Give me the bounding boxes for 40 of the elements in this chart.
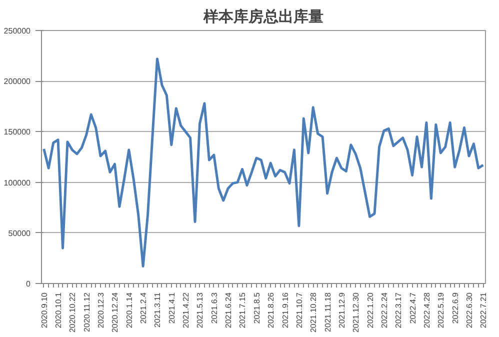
x-tick-label: 2022.6.9	[450, 292, 460, 324]
x-tick-label: 2020.10.22	[68, 292, 78, 333]
chart-title: 样本库房总出库量	[202, 8, 324, 26]
x-tick-label: 2021.5.13	[196, 292, 205, 328]
x-tick-label: 2021.6.3	[210, 292, 219, 324]
x-tick-label: 2021.9.16	[280, 292, 290, 328]
y-tick-label: 150000	[4, 128, 32, 137]
x-tick-label: 2021.2.4	[139, 292, 148, 324]
x-tick-label: 2022.7.21	[479, 292, 488, 328]
y-tick-label: 250000	[4, 26, 32, 36]
x-tick-label: 2021.11.18	[323, 292, 332, 332]
x-tick-label: 2021.12.30	[352, 292, 361, 333]
x-tick-label: 2021.12.9	[337, 292, 346, 328]
x-tick-label: 2022.6.30	[464, 292, 474, 328]
x-tick-label: 2020.1.14	[124, 292, 134, 328]
y-tick-label: 50000	[8, 228, 32, 238]
x-tick-label: 2021.4.1	[167, 292, 176, 324]
y-tick-label: 0	[26, 280, 32, 288]
x-tick-label: 2022.4.28	[422, 292, 432, 328]
x-tick-label: 2022.4.7	[408, 292, 418, 324]
x-tick-label: 2021.3.11	[153, 292, 162, 328]
x-tick-label: 2020.9.10	[40, 292, 49, 328]
x-tick-label: 2021.8.5	[252, 292, 262, 324]
x-tick-label: 2020.11.12	[82, 292, 92, 332]
x-tick-label: 2021.6.24	[224, 292, 234, 328]
x-tick-label: 2021.10.7	[294, 292, 304, 328]
x-tick-label: 2021.8.26	[266, 292, 276, 328]
x-tick-label: 2021.7.15	[238, 292, 248, 328]
x-tick-label: 2022.3.17	[394, 292, 404, 328]
x-tick-label: 2020.10.1	[54, 292, 64, 328]
x-tick-label: 2022.5.19	[436, 292, 446, 328]
x-tick-label: 2021.4.22	[182, 292, 191, 328]
x-tick-label: 2022.2.24	[380, 292, 389, 328]
y-tick-label: 200000	[4, 77, 32, 86]
x-tick-label: 2020.12.3	[96, 292, 106, 328]
line-series	[42, 58, 484, 268]
x-tick-label: 2021.10.28	[309, 292, 318, 333]
x-tick-label: 2022.1.20	[366, 292, 375, 328]
x-tick-label: 2020.12.24	[110, 292, 120, 333]
y-tick-label: 100000	[4, 178, 32, 188]
